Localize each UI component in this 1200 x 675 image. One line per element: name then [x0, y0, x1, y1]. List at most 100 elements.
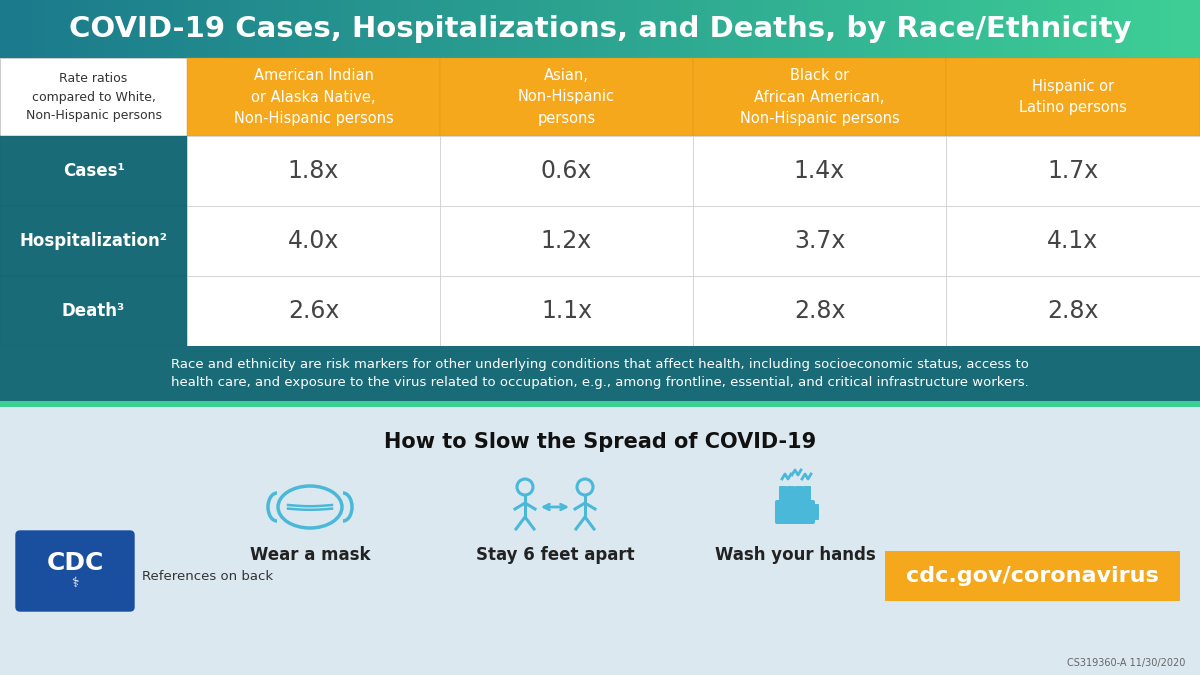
Bar [1036, 0, 1042, 58]
Bar [0, 346, 1200, 401]
Bar [187, 58, 440, 136]
Bar [1184, 0, 1189, 58]
Bar [694, 136, 946, 206]
Bar [964, 0, 970, 58]
Bar [728, 0, 733, 58]
Bar [700, 0, 706, 58]
Bar [20, 0, 25, 58]
Bar [976, 0, 982, 58]
Bar [120, 0, 125, 58]
Bar [596, 0, 601, 58]
Bar [656, 0, 661, 58]
Bar [580, 0, 586, 58]
Bar [340, 0, 346, 58]
Bar [1132, 0, 1138, 58]
Bar [356, 0, 361, 58]
Text: Asian,
Non-Hispanic
persons: Asian, Non-Hispanic persons [518, 68, 616, 126]
Bar [1128, 0, 1133, 58]
Bar [684, 0, 689, 58]
Bar [968, 0, 973, 58]
Bar [816, 0, 821, 58]
Bar [200, 0, 205, 58]
Bar [204, 0, 209, 58]
Text: 4.0x: 4.0x [288, 229, 340, 253]
Bar [520, 0, 526, 58]
Bar [336, 0, 341, 58]
Bar [1060, 0, 1066, 58]
Bar [0, 401, 1200, 407]
Bar [52, 0, 58, 58]
Bar [1140, 0, 1145, 58]
Bar [724, 0, 730, 58]
Bar [396, 0, 401, 58]
Bar [144, 0, 149, 58]
Bar [368, 0, 373, 58]
Bar [856, 0, 862, 58]
Bar [948, 0, 953, 58]
FancyBboxPatch shape [803, 486, 811, 505]
Bar [476, 0, 481, 58]
Bar [946, 136, 1200, 206]
Bar [1136, 0, 1141, 58]
Bar [992, 0, 997, 58]
Bar [176, 0, 181, 58]
Bar [304, 0, 310, 58]
Bar [268, 0, 274, 58]
Bar [124, 0, 130, 58]
Bar [240, 0, 245, 58]
Bar [228, 0, 233, 58]
Bar [404, 0, 409, 58]
Bar [704, 0, 709, 58]
Text: 0.6x: 0.6x [541, 159, 592, 183]
Bar [752, 0, 757, 58]
Bar [912, 0, 917, 58]
Bar [844, 0, 850, 58]
Bar [180, 0, 185, 58]
Bar [848, 0, 853, 58]
Bar [524, 0, 529, 58]
Bar [832, 0, 838, 58]
Bar [440, 58, 694, 136]
Text: cdc.gov/coronavirus: cdc.gov/coronavirus [906, 566, 1159, 586]
Bar [380, 0, 385, 58]
Bar [744, 0, 749, 58]
Bar [1164, 0, 1169, 58]
Text: Hispanic or
Latino persons: Hispanic or Latino persons [1019, 79, 1127, 115]
Bar [648, 0, 653, 58]
Bar [187, 276, 440, 346]
Bar [440, 136, 694, 206]
Bar [0, 407, 1200, 675]
Bar [1100, 0, 1105, 58]
Text: 1.7x: 1.7x [1048, 159, 1099, 183]
Bar [552, 0, 557, 58]
FancyBboxPatch shape [775, 500, 815, 524]
Bar [528, 0, 533, 58]
Bar [764, 0, 769, 58]
Bar [132, 0, 137, 58]
Bar [712, 0, 718, 58]
Bar [952, 0, 958, 58]
Bar [28, 0, 34, 58]
Bar [688, 0, 694, 58]
Bar [400, 0, 406, 58]
Text: COVID-19 Cases, Hospitalizations, and Deaths, by Race/Ethnicity: COVID-19 Cases, Hospitalizations, and De… [68, 15, 1132, 43]
Bar [0, 0, 5, 58]
Text: Wear a mask: Wear a mask [250, 546, 371, 564]
Bar [860, 0, 865, 58]
Bar [108, 0, 113, 58]
Bar [1156, 0, 1162, 58]
Bar [588, 0, 593, 58]
Bar [232, 0, 238, 58]
Bar [536, 0, 541, 58]
Bar [556, 0, 562, 58]
Text: 3.7x: 3.7x [794, 229, 845, 253]
Bar [768, 0, 773, 58]
Bar [8, 0, 13, 58]
Bar [932, 0, 937, 58]
Bar [100, 0, 106, 58]
Bar [548, 0, 553, 58]
Bar [288, 0, 293, 58]
Bar [668, 0, 673, 58]
Bar [572, 0, 577, 58]
Bar [1096, 0, 1102, 58]
